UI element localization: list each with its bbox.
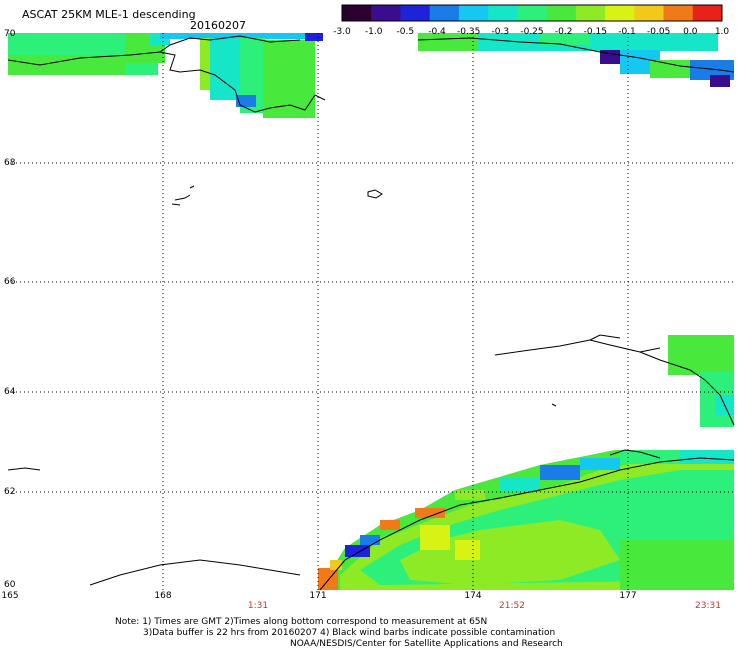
coastlines <box>7 35 735 591</box>
colorbar-tick-label: -0.15 <box>583 27 607 37</box>
colorbar-segment <box>371 5 401 21</box>
colorbar-tick-label: -0.1 <box>618 27 636 37</box>
time-label: 1:31 <box>247 601 269 611</box>
note-line-2: 3)Data buffer is 22 hrs from 20160207 4)… <box>143 628 556 638</box>
colorbar-tick-label: -0.05 <box>647 27 671 37</box>
colorbar-segment <box>400 5 431 21</box>
swath-bottom <box>318 450 734 590</box>
colorbar-tick-label: -0.3 <box>491 27 510 37</box>
colorbar-segment <box>517 5 548 21</box>
lon-label: 177 <box>619 591 637 601</box>
data-swaths <box>8 33 734 590</box>
colorbar-segment <box>546 5 577 21</box>
map-date: 20160207 <box>190 19 246 32</box>
lat-label: 70 <box>4 29 16 39</box>
colorbar-tick-label: 0.0 <box>683 27 698 37</box>
lon-label: 171 <box>309 591 327 601</box>
time-label: 21:52 <box>499 601 525 611</box>
colorbar-segment <box>429 5 460 21</box>
colorbar-segment <box>634 5 665 21</box>
colorbar-segment <box>692 5 723 21</box>
lon-label: 168 <box>154 591 172 601</box>
colorbar-tick-label: -1.0 <box>364 27 383 37</box>
colorbar-segment <box>575 5 606 21</box>
colorbar-tick-label: -0.2 <box>554 27 573 37</box>
graticule <box>8 33 734 590</box>
lat-label: 64 <box>4 387 16 397</box>
lat-label: 66 <box>4 277 16 287</box>
colorbar-segment <box>663 5 694 21</box>
colorbar-segment <box>488 5 518 21</box>
colorbar <box>341 4 723 22</box>
lon-label: 174 <box>464 591 482 601</box>
colorbar-segment <box>605 5 635 21</box>
colorbar-segment <box>342 5 372 21</box>
lat-label: 60 <box>4 580 16 590</box>
colorbar-tick-label: -3.0 <box>333 27 351 37</box>
lat-label: 68 <box>4 158 16 168</box>
note-line-1: Note: 1) Times are GMT 2)Times along bot… <box>115 617 488 627</box>
time-label: 23:31 <box>695 601 721 611</box>
note-line-3: NOAA/NESDIS/Center for Satellite Applica… <box>290 639 563 649</box>
lon-label: 165 <box>1 591 19 601</box>
colorbar-tick-label: -0.5 <box>396 27 415 37</box>
colorbar-frame <box>341 4 723 22</box>
colorbar-tick-label: -0.35 <box>457 27 481 37</box>
colorbar-tick-label: -0.4 <box>428 27 446 37</box>
colorbar-segment <box>458 5 489 21</box>
colorbar-tick-label: 1.0 <box>714 27 730 37</box>
colorbar-tick-label: -0.25 <box>520 27 544 37</box>
swath-right-middle <box>668 335 734 375</box>
lat-label: 62 <box>4 487 16 497</box>
map-title: ASCAT 25KM MLE-1 descending <box>22 8 196 21</box>
